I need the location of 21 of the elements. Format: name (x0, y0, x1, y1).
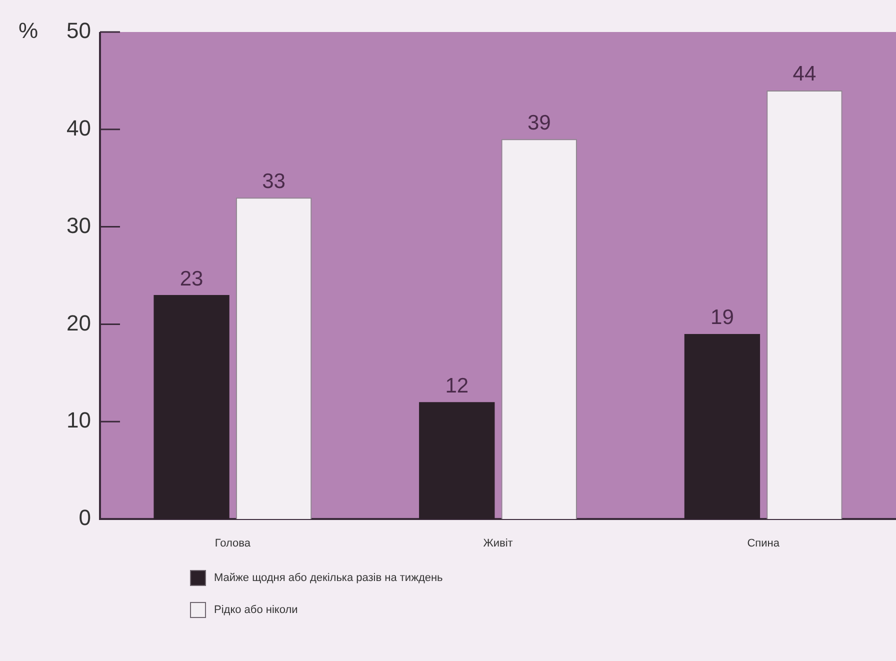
y-tick-label: 40 (66, 115, 91, 140)
y-axis-title: % (18, 18, 38, 44)
bar (419, 402, 495, 519)
data-label: 19 (710, 306, 734, 330)
data-label: 12 (445, 374, 469, 398)
data-label: 33 (262, 170, 286, 193)
bar (154, 294, 230, 519)
x-tick-label: Голова (214, 538, 252, 550)
x-tick-label: Живіт (483, 538, 513, 550)
data-label: 23 (180, 267, 204, 290)
y-tick-label: 0 (78, 505, 91, 530)
data-label: 44 (792, 62, 816, 86)
legend-label: Рідко або ніколи (214, 604, 298, 616)
bar (684, 334, 760, 519)
data-label: 39 (527, 111, 551, 134)
y-tick-label: 20 (66, 310, 91, 336)
y-tick-label: 10 (66, 408, 91, 433)
legend-label: Майже щодня або декілька разів на тиждень (214, 572, 443, 584)
y-tick-label: 50 (66, 18, 91, 44)
x-tick-label: Спина (747, 538, 780, 550)
y-tick-label: 30 (66, 212, 91, 238)
